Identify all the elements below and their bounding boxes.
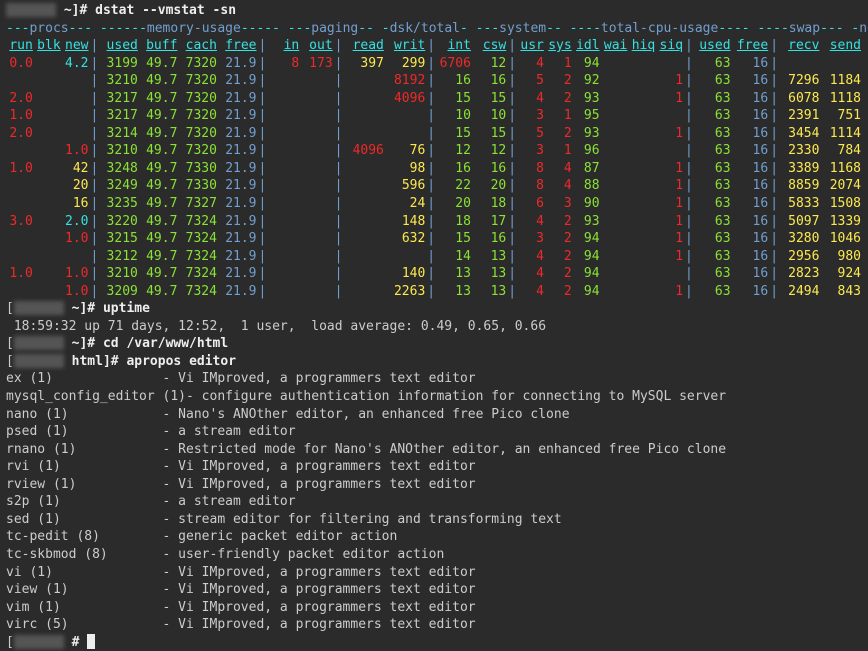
dstat-row: |321049.7732021.9||8192|1616|52921|6316|…	[6, 72, 862, 90]
apropos-line: mysql_config_editor (1)- configure authe…	[6, 388, 862, 406]
dstat-row: 16|323549.7732721.9||24|2018|63901|6316|…	[6, 195, 862, 213]
apropos-line: virc (5) - Vi IMproved, a programmers te…	[6, 616, 862, 634]
dstat-row: 3.02.0|322049.7732421.9||148|1817|42931|…	[6, 213, 862, 231]
apropos-line: s2p (1) - a stream editor	[6, 493, 862, 511]
dstat-col-header: run blk new| used buff cach free| in out…	[6, 37, 862, 55]
dstat-row: |321249.7732421.9|||1413|42941|6316|2956…	[6, 248, 862, 266]
dstat-row: 1.0|321749.7732021.9|||1010|3195|6316|23…	[6, 107, 862, 125]
apropos-line: view (1) - Vi IMproved, a programmers te…	[6, 581, 862, 599]
cmd-dstat: dstat --vmstat -sn	[95, 3, 236, 18]
cursor	[87, 634, 95, 649]
cmd-apropos: apropos editor	[126, 354, 236, 369]
dstat-row: 1.01.0|321049.7732421.9||140|1313|4294|6…	[6, 265, 862, 283]
prompt-line-cd: [ ~]# cd /var/www/html	[6, 335, 862, 353]
apropos-line: rvi (1) - Vi IMproved, a programmers tex…	[6, 458, 862, 476]
prompt-line-apropos: [ html]# apropos editor	[6, 353, 862, 371]
apropos-line: sed (1) - stream editor for filtering an…	[6, 511, 862, 529]
apropos-line: rnano (1) - Restricted mode for Nano's A…	[6, 441, 862, 459]
dstat-row: 1.0|321049.7732021.9||409676|1212|3196|6…	[6, 142, 862, 160]
dstat-row: 1.0|321549.7732421.9||632|1516|32941|631…	[6, 230, 862, 248]
apropos-line: psed (1) - a stream editor	[6, 423, 862, 441]
cmd-cd: cd /var/www/html	[103, 336, 228, 351]
apropos-line: vi (1) - Vi IMproved, a programmers text…	[6, 564, 862, 582]
dstat-row: 0.04.2|319949.7732021.9|8173|397299|6706…	[6, 55, 862, 73]
prompt-line-1: ~]# dstat --vmstat -sn	[6, 2, 862, 20]
dstat-table: run blk new| used buff cach free| in out…	[6, 37, 862, 300]
prompt-line-final[interactable]: [ #	[6, 634, 862, 651]
dstat-row: 2.0|321749.7732021.9||4096|1515|42931|63…	[6, 90, 862, 108]
dstat-row: 1.042|324849.7733021.9||98|1616|84871|63…	[6, 160, 862, 178]
apropos-line: nano (1) - Nano's ANOther editor, an enh…	[6, 406, 862, 424]
apropos-line: ex (1) - Vi IMproved, a programmers text…	[6, 370, 862, 388]
apropos-line: tc-pedit (8) - generic packet editor act…	[6, 528, 862, 546]
uptime-output: 18:59:32 up 71 days, 12:52, 1 user, load…	[6, 318, 862, 336]
dstat-row: 20|324949.7733021.9||596|2220|84881|6316…	[6, 177, 862, 195]
dstat-row: 1.0|320949.7732421.9||2263|1313|42941|63…	[6, 283, 862, 301]
apropos-output: ex (1) - Vi IMproved, a programmers text…	[6, 370, 862, 633]
apropos-line: vim (1) - Vi IMproved, a programmers tex…	[6, 599, 862, 617]
prompt-line-uptime: [ ~]# uptime	[6, 300, 862, 318]
apropos-line: tc-skbmod (8) - user-friendly packet edi…	[6, 546, 862, 564]
dstat-group-header: ---procs--- ------memory-usage----- ---p…	[6, 20, 862, 38]
apropos-line: rview (1) - Vi IMproved, a programmers t…	[6, 476, 862, 494]
dstat-row: 2.0|321449.7732021.9|||1515|52931|6316|3…	[6, 125, 862, 143]
cmd-uptime: uptime	[103, 301, 150, 316]
